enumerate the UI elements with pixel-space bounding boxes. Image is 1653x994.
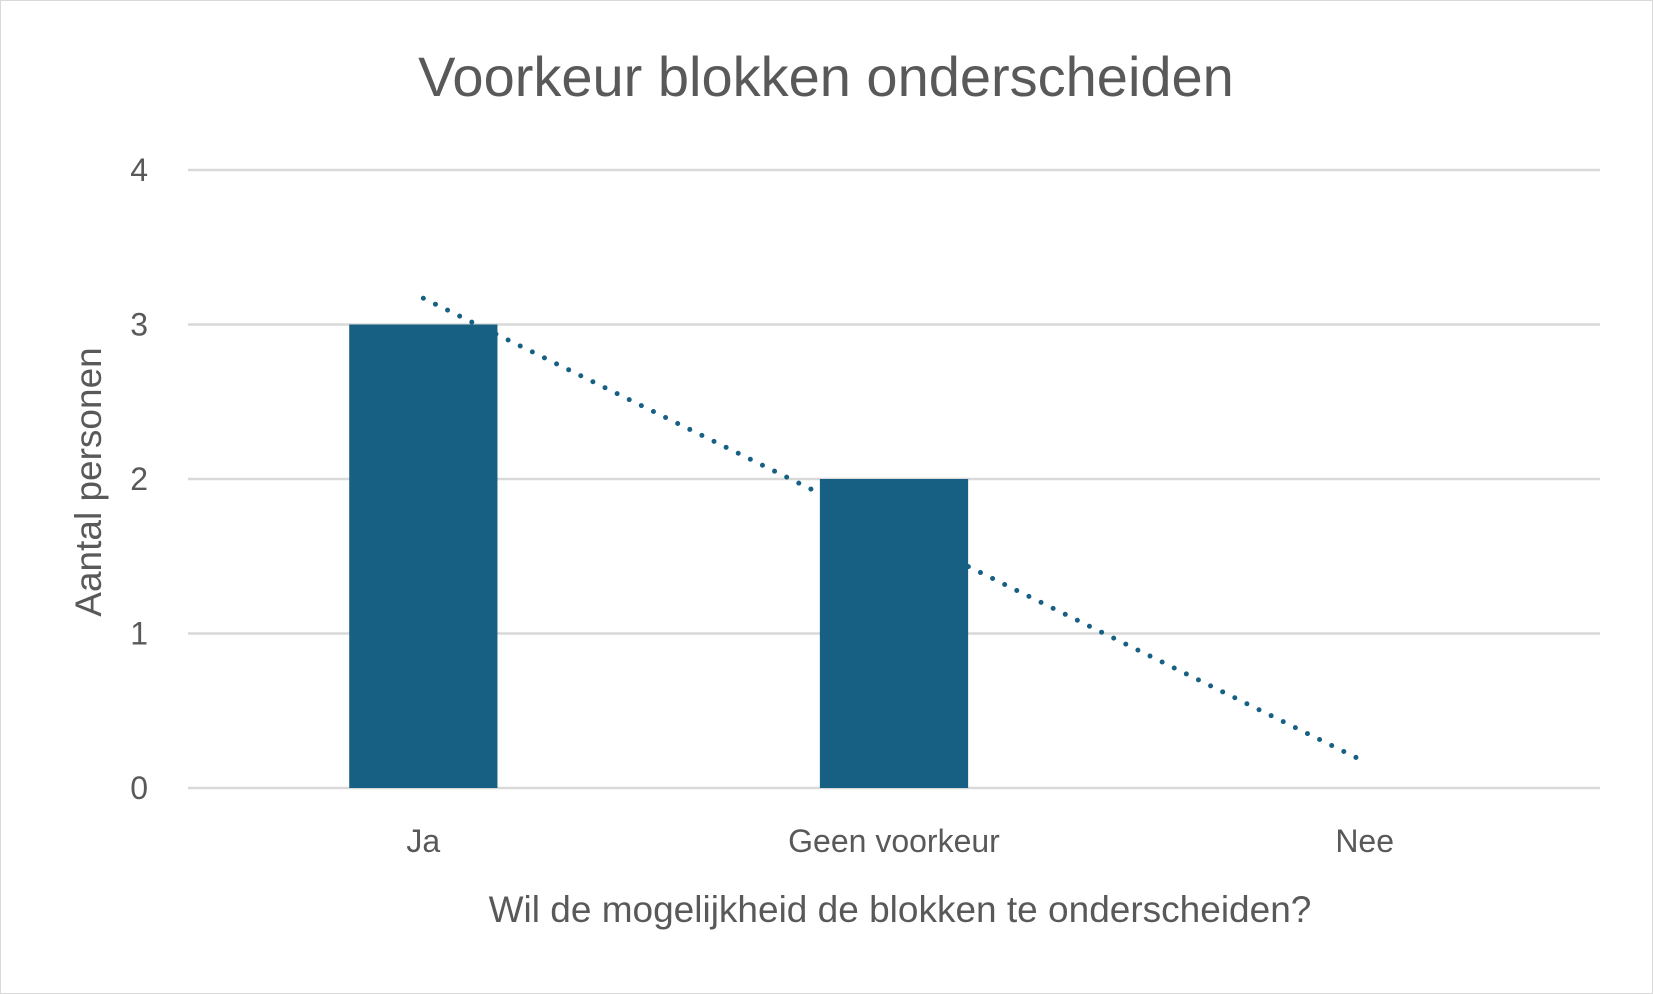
y-tick-label: 1 xyxy=(130,616,148,652)
y-tick-label: 0 xyxy=(130,770,148,806)
y-tick-label: 2 xyxy=(130,461,148,497)
y-tick-label: 3 xyxy=(130,307,148,343)
y-axis-title: Aantal personen xyxy=(68,347,109,616)
x-tick-label: Ja xyxy=(406,823,440,859)
x-tick-label: Geen voorkeur xyxy=(788,823,1000,859)
bar-geen-voorkeur xyxy=(819,479,969,788)
x-axis-ticks: Ja Geen voorkeur Nee xyxy=(406,823,1394,859)
chart-title: Voorkeur blokken onderscheiden xyxy=(418,45,1234,108)
trendline xyxy=(420,295,1368,765)
trendline-line xyxy=(420,295,1368,765)
bars xyxy=(349,324,969,788)
y-axis-ticks: 0 1 2 3 4 xyxy=(130,152,148,806)
x-tick-label: Nee xyxy=(1335,823,1394,859)
y-tick-label: 4 xyxy=(130,152,148,188)
x-axis-title: Wil de mogelijkheid de blokken te onders… xyxy=(489,889,1312,930)
bar-ja xyxy=(349,324,498,788)
